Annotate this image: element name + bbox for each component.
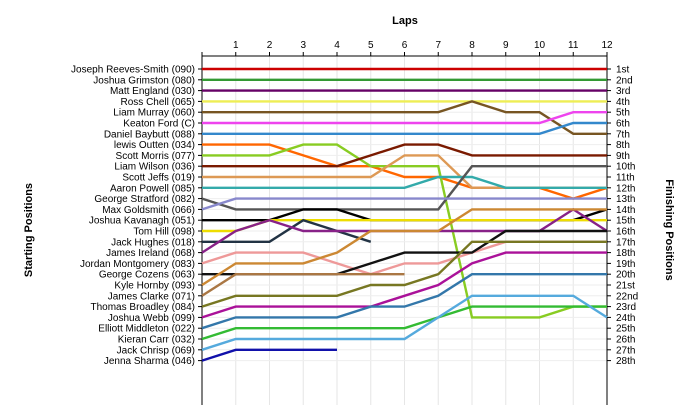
finishing-position-label: 16th [616, 227, 635, 238]
finishing-position-label: 12th [616, 183, 635, 194]
starting-position-label: Scott Jeffs (019) [122, 173, 195, 184]
finishing-position-label: 1st [616, 65, 630, 76]
starting-position-label: Kyle Hornby (093) [114, 281, 195, 292]
finishing-position-label: 9th [616, 151, 630, 162]
starting-position-label: Keaton Ford (C) [123, 119, 195, 130]
starting-position-label: Daniel Baybutt (088) [104, 129, 195, 140]
finishing-position-label: 2nd [616, 75, 633, 86]
starting-position-label: Aaron Powell (085) [110, 183, 195, 194]
y-axis-label-right: Finishing Positions [663, 179, 675, 280]
starting-position-label: Scott Morris (077) [116, 151, 195, 162]
finishing-position-label: 18th [616, 248, 635, 259]
finishing-position-label: 3rd [616, 86, 630, 97]
finishing-position-label: 21st [616, 281, 635, 292]
starting-position-label: Jordan Montgomery (083) [80, 259, 195, 270]
finishing-position-label: 7th [616, 129, 630, 140]
series-line [202, 143, 607, 168]
finishing-position-label: 4th [616, 97, 630, 108]
x-tick-label: 2 [267, 40, 273, 51]
finishing-position-label: 22nd [616, 291, 638, 302]
finishing-position-label: 25th [616, 324, 635, 335]
series-line [202, 100, 607, 136]
ticks [198, 52, 611, 362]
x-tick-label: 6 [402, 40, 408, 51]
starting-position-label: Joseph Reeves-Smith (090) [71, 65, 195, 76]
starting-position-label: Jack Hughes (018) [111, 237, 195, 248]
starting-position-label: Matt England (030) [110, 86, 195, 97]
finishing-position-label: 24th [616, 313, 635, 324]
x-tick-label: 3 [300, 40, 306, 51]
finishing-position-label: 23rd [616, 302, 636, 313]
starting-position-label: Tom Hill (098) [133, 227, 195, 238]
starting-position-label: Joshua Webb (099) [108, 313, 195, 324]
finishing-position-label: 27th [616, 345, 635, 356]
series-line [201, 273, 607, 330]
x-tick-label: 11 [568, 40, 579, 51]
finishing-position-label: 20th [616, 270, 635, 281]
series-line [202, 110, 607, 125]
starting-position-label: Jenna Sharma (046) [104, 356, 195, 367]
x-tick-label: 10 [534, 40, 546, 51]
series-line [201, 273, 405, 297]
finishing-position-label: 26th [616, 335, 635, 346]
finishing-position-label: 8th [616, 140, 630, 151]
series-line [201, 164, 607, 211]
x-tick-label: 7 [435, 40, 441, 51]
series-line [201, 240, 607, 308]
series-line [202, 175, 607, 190]
x-tick-label: 1 [233, 40, 239, 51]
x-tick-label: 12 [601, 40, 613, 51]
finishing-position-label: 5th [616, 108, 630, 119]
series-line [201, 348, 337, 362]
chart-title: Laps [392, 15, 418, 27]
starting-position-label: Max Goldsmith (066) [102, 205, 195, 216]
x-tick-label: 9 [503, 40, 509, 51]
starting-position-label: Joshua Grimston (080) [93, 75, 195, 86]
series-line [201, 294, 608, 351]
finishing-position-label: 11th [616, 173, 635, 184]
series-line [201, 251, 607, 319]
finishing-position-label: 10th [616, 162, 635, 173]
starting-position-label: Liam Murray (060) [113, 108, 195, 119]
finishing-position-label: 28th [616, 356, 635, 367]
series-line [201, 197, 607, 211]
series-line [202, 218, 372, 244]
starting-position-label: Joshua Kavanagh (051) [89, 216, 195, 227]
series-line [202, 121, 607, 136]
series-lines [201, 67, 608, 362]
series-line [201, 305, 607, 341]
finishing-position-label: 14th [616, 205, 635, 216]
starting-position-label: Ross Chell (065) [121, 97, 195, 108]
finishing-position-label: 19th [616, 259, 635, 270]
x-tick-label: 8 [469, 40, 475, 51]
starting-position-label: lewis Outten (034) [114, 140, 195, 151]
starting-position-label: Jack Chrisp (069) [117, 345, 195, 356]
starting-position-label: Thomas Broadley (084) [91, 302, 196, 313]
starting-position-label: George Stratford (082) [94, 194, 195, 205]
starting-position-label: Kieran Carr (032) [118, 335, 195, 346]
finishing-position-label: 13th [616, 194, 635, 205]
finishing-position-label: 17th [616, 237, 635, 248]
finishing-position-label: 15th [616, 216, 635, 227]
finishing-position-label: 6th [616, 119, 630, 130]
starting-position-label: George Cozens (063) [99, 270, 195, 281]
starting-position-label: James Clarke (071) [108, 291, 195, 302]
starting-position-label: Elliott Middleton (022) [98, 324, 195, 335]
x-tick-label: 5 [368, 40, 374, 51]
series-line [201, 208, 607, 287]
x-tick-label: 4 [334, 40, 340, 51]
starting-position-label: James Ireland (068) [106, 248, 195, 259]
starting-position-label: Liam Wilson (036) [114, 162, 195, 173]
series-line [202, 143, 607, 319]
y-axis-label-left: Starting Positions [23, 183, 35, 277]
